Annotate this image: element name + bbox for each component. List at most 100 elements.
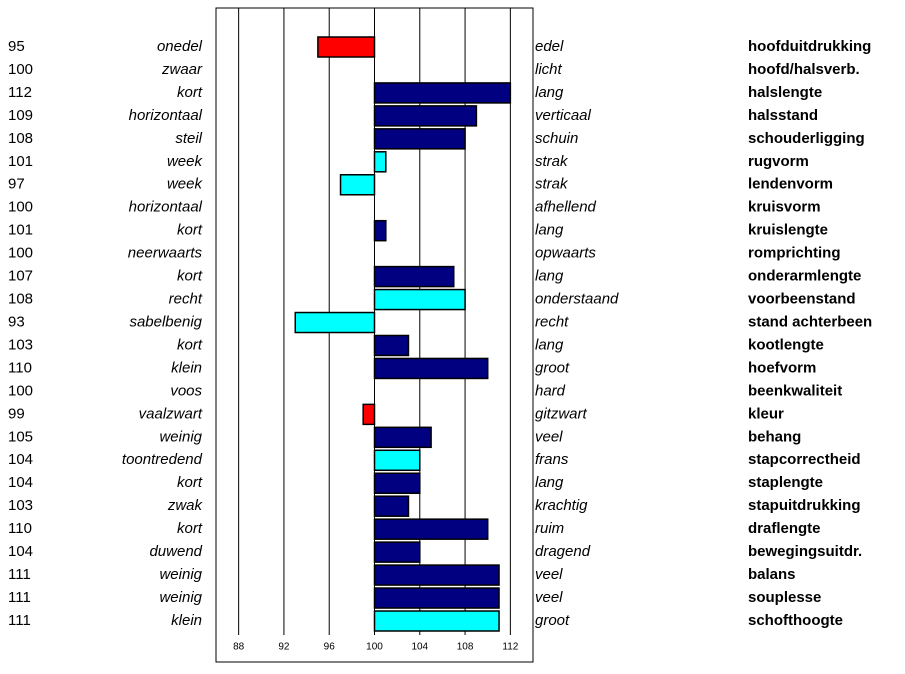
value-label: 110 [8, 520, 32, 537]
high-label: afhellend [535, 199, 597, 216]
low-label: horizontaal [129, 199, 203, 216]
category-label: voorbeenstand [748, 291, 856, 308]
value-label: 104 [8, 543, 33, 560]
low-label: vaalzwart [139, 405, 203, 422]
low-label: onedel [157, 38, 203, 55]
category-label: balans [748, 566, 796, 583]
category-label: schouderligging [748, 130, 865, 147]
high-label: groot [535, 612, 570, 629]
bar [375, 106, 477, 126]
bar [375, 565, 500, 585]
high-label: recht [535, 313, 569, 330]
x-tick-label: 104 [411, 642, 428, 653]
high-label: verticaal [535, 107, 592, 124]
low-label: weinig [159, 589, 202, 606]
category-label: halsstand [748, 107, 818, 124]
low-label: duwend [149, 543, 202, 560]
category-label: hoofduitdrukking [748, 38, 871, 55]
bar [375, 588, 500, 608]
low-label: kort [177, 520, 203, 537]
category-label: romprichting [748, 245, 841, 262]
value-label: 104 [8, 451, 33, 468]
bar [375, 611, 500, 631]
bar [375, 221, 386, 241]
value-label: 107 [8, 268, 33, 285]
low-label: klein [171, 359, 202, 376]
bar [375, 335, 409, 355]
chart: 88929610010410811295onedeledelhoofduitdr… [0, 0, 905, 669]
high-label: veel [535, 589, 563, 606]
low-label: week [167, 176, 204, 193]
category-label: draflengte [748, 520, 821, 537]
bar [375, 152, 386, 172]
high-label: lang [535, 474, 564, 491]
value-label: 104 [8, 474, 33, 491]
bar [341, 175, 375, 195]
bar [375, 496, 409, 516]
high-label: gitzwart [535, 405, 588, 422]
high-label: strak [535, 153, 569, 170]
low-label: kort [177, 268, 203, 285]
bar [363, 404, 374, 424]
value-label: 99 [8, 405, 25, 422]
value-label: 110 [8, 359, 32, 376]
high-label: lang [535, 222, 564, 239]
category-label: hoofd/halsverb. [748, 61, 860, 78]
high-label: hard [535, 382, 566, 399]
value-label: 112 [8, 84, 32, 101]
high-label: krachtig [535, 497, 588, 514]
low-label: weinig [159, 428, 202, 445]
category-label: stapuitdrukking [748, 497, 861, 514]
value-label: 108 [8, 130, 33, 147]
bar [295, 313, 374, 333]
high-label: onderstaand [535, 291, 619, 308]
value-label: 97 [8, 176, 25, 193]
category-label: kruisvorm [748, 199, 821, 216]
category-label: lendenvorm [748, 176, 833, 193]
category-label: rugvorm [748, 153, 809, 170]
value-label: 101 [8, 222, 33, 239]
high-label: groot [535, 359, 570, 376]
value-label: 100 [8, 61, 33, 78]
low-label: zwaar [161, 61, 203, 78]
low-label: horizontaal [129, 107, 203, 124]
category-label: kootlengte [748, 336, 824, 353]
high-label: opwaarts [535, 245, 596, 262]
value-label: 101 [8, 153, 33, 170]
value-label: 103 [8, 497, 33, 514]
category-label: staplengte [748, 474, 823, 491]
bar [375, 290, 466, 310]
category-label: stapcorrectheid [748, 451, 861, 468]
value-label: 111 [8, 612, 31, 629]
category-label: kleur [748, 405, 784, 422]
category-label: stand achterbeen [748, 313, 872, 330]
high-label: edel [535, 38, 564, 55]
high-label: dragend [535, 543, 591, 560]
bar [375, 542, 420, 562]
value-label: 95 [8, 38, 25, 55]
category-label: beenkwaliteit [748, 382, 842, 399]
low-label: zwak [167, 497, 204, 514]
low-label: steil [175, 130, 202, 147]
low-label: voos [170, 382, 202, 399]
high-label: veel [535, 566, 563, 583]
low-label: kort [177, 222, 203, 239]
bar [375, 358, 488, 378]
value-label: 103 [8, 336, 33, 353]
bar [318, 37, 375, 57]
x-tick-label: 108 [457, 642, 474, 653]
high-label: lang [535, 268, 564, 285]
bar [375, 519, 488, 539]
x-tick-label: 96 [324, 642, 336, 653]
value-label: 111 [8, 566, 31, 583]
high-label: licht [535, 61, 563, 78]
low-label: weinig [159, 566, 202, 583]
bar [375, 427, 432, 447]
value-label: 100 [8, 245, 33, 262]
low-label: kort [177, 336, 203, 353]
high-label: strak [535, 176, 569, 193]
x-tick-label: 88 [233, 642, 245, 653]
low-label: week [167, 153, 204, 170]
value-label: 93 [8, 313, 25, 330]
bar [375, 473, 420, 493]
